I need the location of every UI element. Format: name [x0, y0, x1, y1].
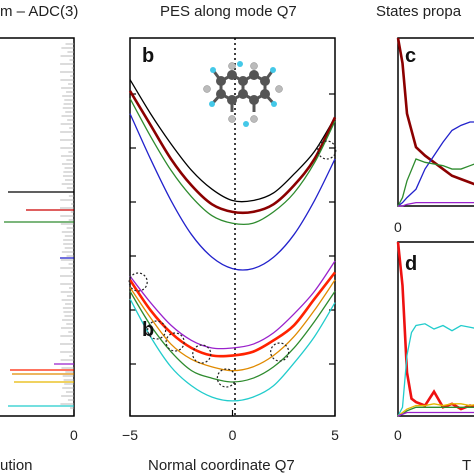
crossing-marker [165, 332, 185, 352]
spectrum-title: m – ADC(3) [0, 3, 78, 20]
crossing-marker [317, 140, 337, 160]
crossing-marker [147, 320, 167, 340]
molecule-inset [203, 61, 283, 127]
spectrum-xtick-label: 0 [70, 427, 78, 443]
panel-d-axes-frame [397, 241, 474, 417]
panel-d-xlabel: T [462, 457, 471, 474]
pes-curve [129, 113, 336, 271]
crossing-marker [216, 368, 236, 388]
pes-curve [129, 298, 336, 402]
crossing-marker [128, 272, 148, 292]
crossing-marker [270, 342, 290, 362]
population-curve [398, 201, 474, 207]
panel-d-xtick-label: 0 [394, 427, 402, 443]
pes-curve [129, 79, 336, 203]
panel-b-xlabel: Normal coordinate Q7 [148, 457, 295, 474]
pes-curve [129, 98, 336, 226]
panel-c-xtick-label: 0 [394, 219, 402, 235]
population-curve [397, 406, 474, 417]
panel-b-xticks: −5 0 5 [122, 410, 339, 443]
crossing-marker [192, 344, 212, 364]
panel-b: PES along mode Q7 [122, 3, 339, 474]
pes-curve [129, 260, 336, 350]
panel-d-curves [396, 241, 474, 417]
panel-b-label: b [142, 45, 154, 67]
panel-b-title: PES along mode Q7 [160, 3, 297, 20]
population-curve [397, 121, 474, 207]
x-tick-label: 0 [229, 427, 237, 443]
panel-b-crossing-markers [128, 140, 337, 388]
spectrum-background-sticks [60, 43, 74, 409]
population-curve [397, 158, 474, 207]
x-tick-label: 5 [331, 427, 339, 443]
spectrum-xlabel: ution [0, 457, 33, 474]
panel-c-label: c [405, 45, 416, 67]
x-tick-label: −5 [122, 427, 138, 443]
spectrum-axes-frame [0, 37, 75, 417]
population-curve [396, 37, 474, 186]
population-curve [397, 403, 474, 417]
panel-spectrum: m – ADC(3) 0 ution [0, 3, 78, 474]
panel-c: States propa c 0 [376, 3, 474, 235]
panel-b-curves [128, 79, 337, 402]
population-curve [397, 411, 474, 417]
panel-d-label: d [405, 253, 417, 275]
pes-curve [129, 279, 336, 372]
pes-curve [129, 290, 336, 383]
population-curve [397, 323, 474, 417]
panel-b-yticks [130, 93, 335, 365]
spectrum-colored-sticks [4, 191, 74, 407]
panel-c-curves [396, 37, 474, 207]
pes-curve [128, 90, 337, 215]
panel-c-title: States propa [376, 3, 462, 20]
panel-d: d 0 T [394, 241, 474, 474]
panel-b-axes-frame [129, 37, 336, 417]
panel-c-axes-frame [397, 37, 474, 207]
panel-b-lower-label: b [142, 319, 154, 341]
